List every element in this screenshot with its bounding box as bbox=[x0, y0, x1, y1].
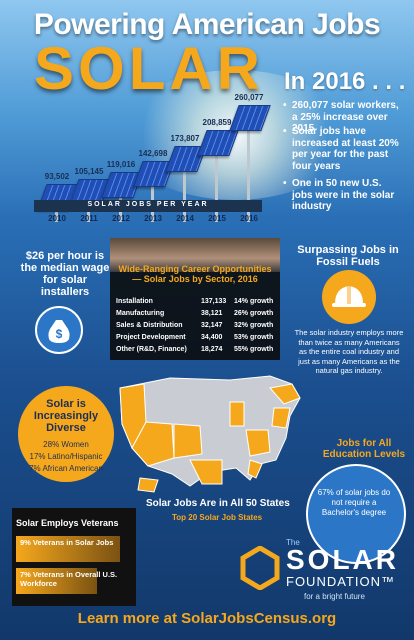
money-bag-icon: $ bbox=[35, 306, 83, 354]
diversity-title: Solar is Increasingly Diverse bbox=[33, 398, 99, 434]
x-tick-label: 2011 bbox=[80, 214, 98, 223]
data-label: 105,145 bbox=[74, 166, 104, 176]
fact-bullet: Solar jobs have increased at least 20% p… bbox=[283, 126, 404, 172]
foundation-tagline: for a bright future bbox=[304, 592, 365, 601]
diversity-stat: 28% Women bbox=[43, 440, 89, 449]
data-label: 93,502 bbox=[44, 172, 70, 182]
data-label: 260,077 bbox=[234, 93, 264, 103]
foundation-the: The bbox=[286, 538, 300, 547]
page-title: Powering American Jobs bbox=[33, 8, 381, 41]
table-header-photo bbox=[110, 238, 280, 272]
learn-more-link[interactable]: Learn more at SolarJobsCensus.org bbox=[77, 610, 337, 627]
fossil-text: The solar industry employs more than twi… bbox=[294, 328, 404, 375]
x-tick-label: 2010 bbox=[48, 214, 66, 223]
veterans-bar bbox=[16, 536, 120, 562]
chart-axis-bar bbox=[34, 200, 262, 212]
panel-pole bbox=[247, 127, 250, 222]
panel-pole bbox=[55, 206, 58, 222]
data-label: 173,807 bbox=[170, 134, 200, 144]
table-title: Wide-Ranging Career Opportunities — Sola… bbox=[118, 264, 272, 284]
data-label: 119,016 bbox=[106, 160, 136, 170]
x-tick-label: 2012 bbox=[112, 214, 130, 223]
wage-text: $26 per hour is the median wage for sola… bbox=[20, 250, 110, 298]
solar-foundation-logo-icon bbox=[240, 546, 280, 590]
x-tick-label: 2014 bbox=[176, 214, 194, 223]
fossil-title: Surpassing Jobs in Fossil Fuels bbox=[297, 244, 399, 268]
diversity-stat: 7% African American bbox=[29, 464, 103, 473]
veterans-bar bbox=[16, 568, 97, 594]
facts-heading: In 2016 . . . bbox=[284, 68, 406, 95]
fact-bullet: One in 50 new U.S. jobs were in the sola… bbox=[283, 178, 404, 213]
page-subtitle: SOLAR bbox=[34, 35, 264, 102]
panel-pole bbox=[183, 168, 186, 222]
data-label: 142,698 bbox=[138, 148, 168, 158]
map-title: Solar Jobs Are in All 50 States bbox=[146, 498, 290, 509]
diversity-circle bbox=[18, 386, 114, 482]
veterans-title: Solar Employs Veterans bbox=[16, 518, 119, 528]
education-text: 67% of solar jobs do not require a Bache… bbox=[317, 488, 391, 517]
svg-text:$: $ bbox=[56, 327, 63, 341]
veterans-stat: 7% Veterans in Overall U.S. Workforce bbox=[20, 570, 118, 588]
panel-pole bbox=[215, 151, 218, 222]
education-circle bbox=[306, 464, 406, 564]
x-tick-label: 2015 bbox=[208, 214, 226, 223]
veterans-stat: 9% Veterans in Solar Jobs bbox=[20, 538, 114, 547]
education-title: Jobs for All Education Levels bbox=[322, 438, 406, 460]
x-tick-label: 2013 bbox=[144, 214, 162, 223]
map-subtitle: Top 20 Solar Job States bbox=[172, 513, 263, 522]
diversity-stat: 17% Latino/Hispanic bbox=[29, 452, 103, 461]
foundation-name: FOUNDATION™ bbox=[286, 574, 395, 589]
us-map bbox=[119, 375, 301, 493]
hard-hat-icon bbox=[322, 270, 376, 324]
x-tick-label: 2016 bbox=[240, 214, 258, 223]
chart-title: SOLAR JOBS PER YEAR bbox=[87, 201, 209, 208]
data-label: 208,859 bbox=[202, 117, 232, 127]
foundation-solar: SOLAR bbox=[286, 544, 399, 575]
